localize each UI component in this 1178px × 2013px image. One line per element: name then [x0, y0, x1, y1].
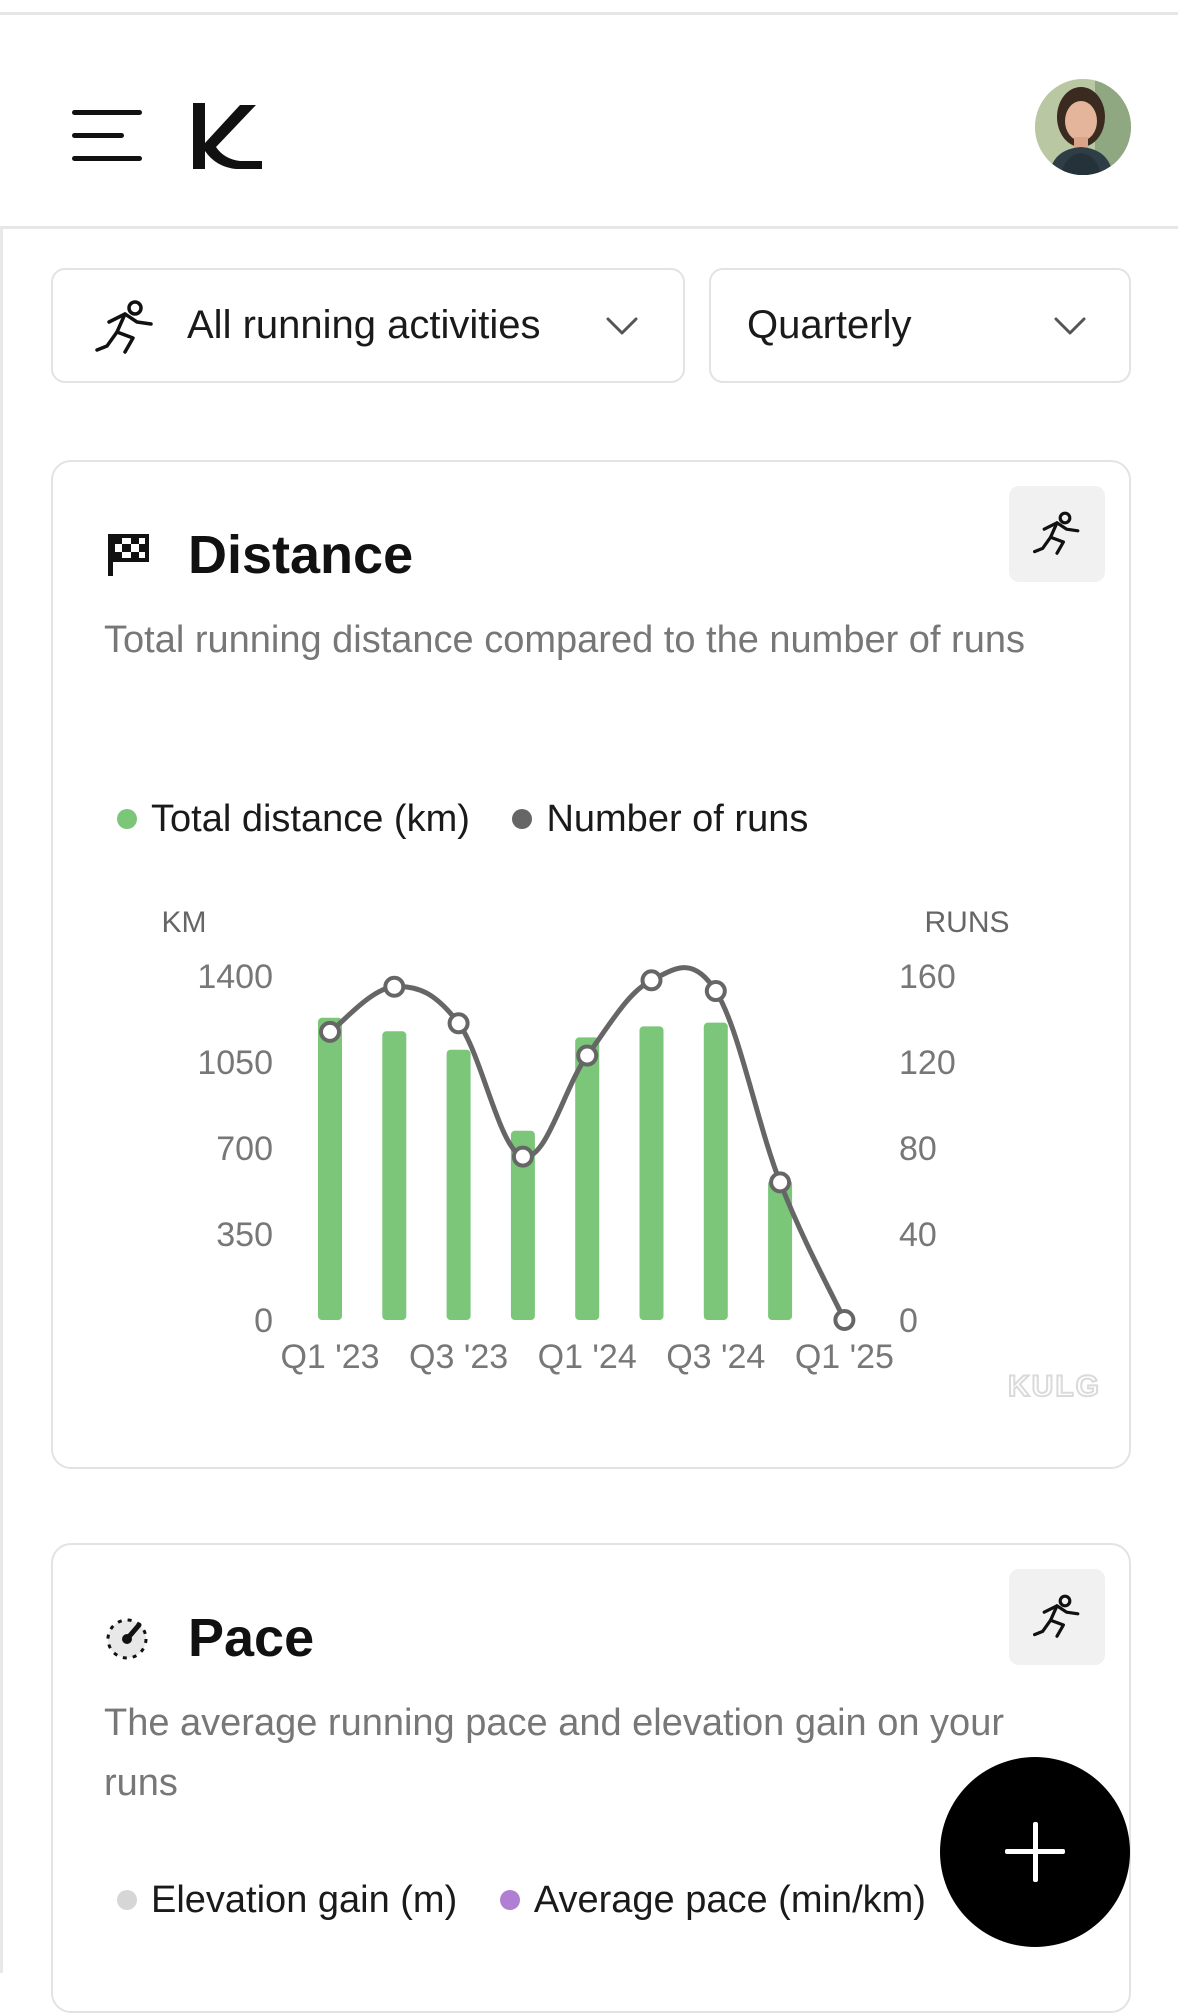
runs-point	[319, 1020, 341, 1043]
distance-bar	[703, 1022, 728, 1320]
status-divider	[0, 12, 1178, 15]
checkered-flag-icon	[108, 534, 149, 576]
chevron-down-icon	[606, 317, 638, 335]
left-axis-label: KM	[162, 906, 207, 939]
distance-legend: Total distance (km) Number of runs	[117, 796, 840, 841]
pace-description: The average running pace and elevation g…	[104, 1702, 1004, 1804]
runs-point	[447, 1012, 470, 1035]
runs-point	[704, 980, 727, 1003]
chevron-down-icon	[1054, 317, 1086, 335]
legend-dot	[512, 809, 533, 829]
legend-item-runs[interactable]: Number of runs	[512, 798, 808, 841]
distance-card: Distance Total running distance compared…	[51, 460, 1131, 1469]
runs-point	[383, 975, 406, 998]
legend-label: Number of runs	[546, 797, 809, 840]
runner-icon	[95, 300, 153, 354]
left-axis-tick: 1400	[197, 958, 273, 996]
distance-bar	[382, 1031, 407, 1320]
x-axis-tick: Q1 '23	[280, 1338, 379, 1376]
left-axis-tick: 0	[254, 1302, 273, 1340]
right-axis-tick: 0	[899, 1302, 918, 1340]
brand-watermark: KULG	[1007, 1369, 1101, 1404]
distance-bar	[639, 1026, 664, 1320]
legend-dot	[117, 809, 137, 829]
left-axis-tick: 1050	[197, 1044, 273, 1082]
legend-label: Total distance (km)	[151, 797, 470, 840]
distance-bar	[510, 1130, 535, 1320]
activity-filter-dropdown[interactable]: All running activities	[51, 268, 685, 383]
period-filter-label: Quarterly	[747, 303, 912, 347]
distance-title: Distance	[188, 525, 414, 585]
app-logo	[193, 103, 262, 169]
runs-point	[833, 1309, 856, 1331]
right-axis-tick: 160	[899, 958, 956, 996]
right-axis-tick: 120	[899, 1044, 956, 1082]
left-axis-tick: 350	[216, 1216, 273, 1254]
distance-description: Total running distance compared to the n…	[104, 619, 1025, 661]
add-activity-button[interactable]	[940, 1757, 1130, 1947]
runner-icon	[1033, 1594, 1080, 1638]
plus-icon	[1033, 1822, 1038, 1882]
right-axis-tick: 40	[899, 1216, 937, 1254]
legend-item-pace[interactable]: Average pace (min/km)	[499, 1878, 926, 1922]
speedometer-icon	[106, 1618, 148, 1660]
activity-type-button[interactable]	[1009, 1569, 1105, 1665]
right-axis-label: RUNS	[924, 906, 1009, 939]
legend-label: Average pace (min/km)	[533, 1878, 926, 1921]
activity-type-button[interactable]	[1009, 486, 1105, 582]
pace-card: Pace The average running pace and elevat…	[51, 1543, 1131, 2013]
runs-point	[511, 1145, 534, 1168]
distance-chart: KM RUNS 0 350 700 1050 1400 0 40 80 120 160 Q1 '23 Q3…	[162, 906, 1010, 1376]
app-header	[0, 15, 1178, 229]
legend-label: Elevation gain (m)	[151, 1878, 458, 1921]
x-axis-tick: Q1 '24	[538, 1338, 637, 1376]
runs-point	[640, 969, 663, 992]
pace-legend: Elevation gain (m) Average pace (min/km)	[117, 1877, 958, 1922]
legend-dot	[117, 1890, 137, 1910]
x-axis-tick: Q1 '25	[795, 1338, 894, 1376]
distance-bar	[318, 1017, 342, 1320]
x-axis-tick: Q3 '24	[666, 1338, 765, 1376]
runs-point	[769, 1171, 792, 1194]
user-avatar[interactable]	[1035, 79, 1131, 175]
left-axis-tick: 700	[216, 1130, 273, 1168]
legend-dot	[499, 1890, 520, 1910]
distance-bar	[768, 1179, 793, 1320]
legend-item-elevation[interactable]: Elevation gain (m)	[117, 1879, 457, 1922]
right-axis-tick: 80	[899, 1130, 937, 1168]
legend-item-distance[interactable]: Total distance (km)	[117, 798, 470, 841]
x-axis-tick: Q3 '23	[409, 1338, 508, 1376]
distance-bar	[575, 1037, 600, 1320]
pace-title: Pace	[188, 1608, 315, 1668]
runner-icon	[1033, 511, 1080, 555]
period-filter-dropdown[interactable]: Quarterly	[709, 268, 1131, 383]
menu-icon[interactable]	[72, 110, 144, 162]
distance-bar	[446, 1049, 471, 1320]
page-edge	[0, 228, 3, 1973]
runs-point	[576, 1044, 599, 1067]
activity-filter-label: All running activities	[187, 303, 541, 347]
